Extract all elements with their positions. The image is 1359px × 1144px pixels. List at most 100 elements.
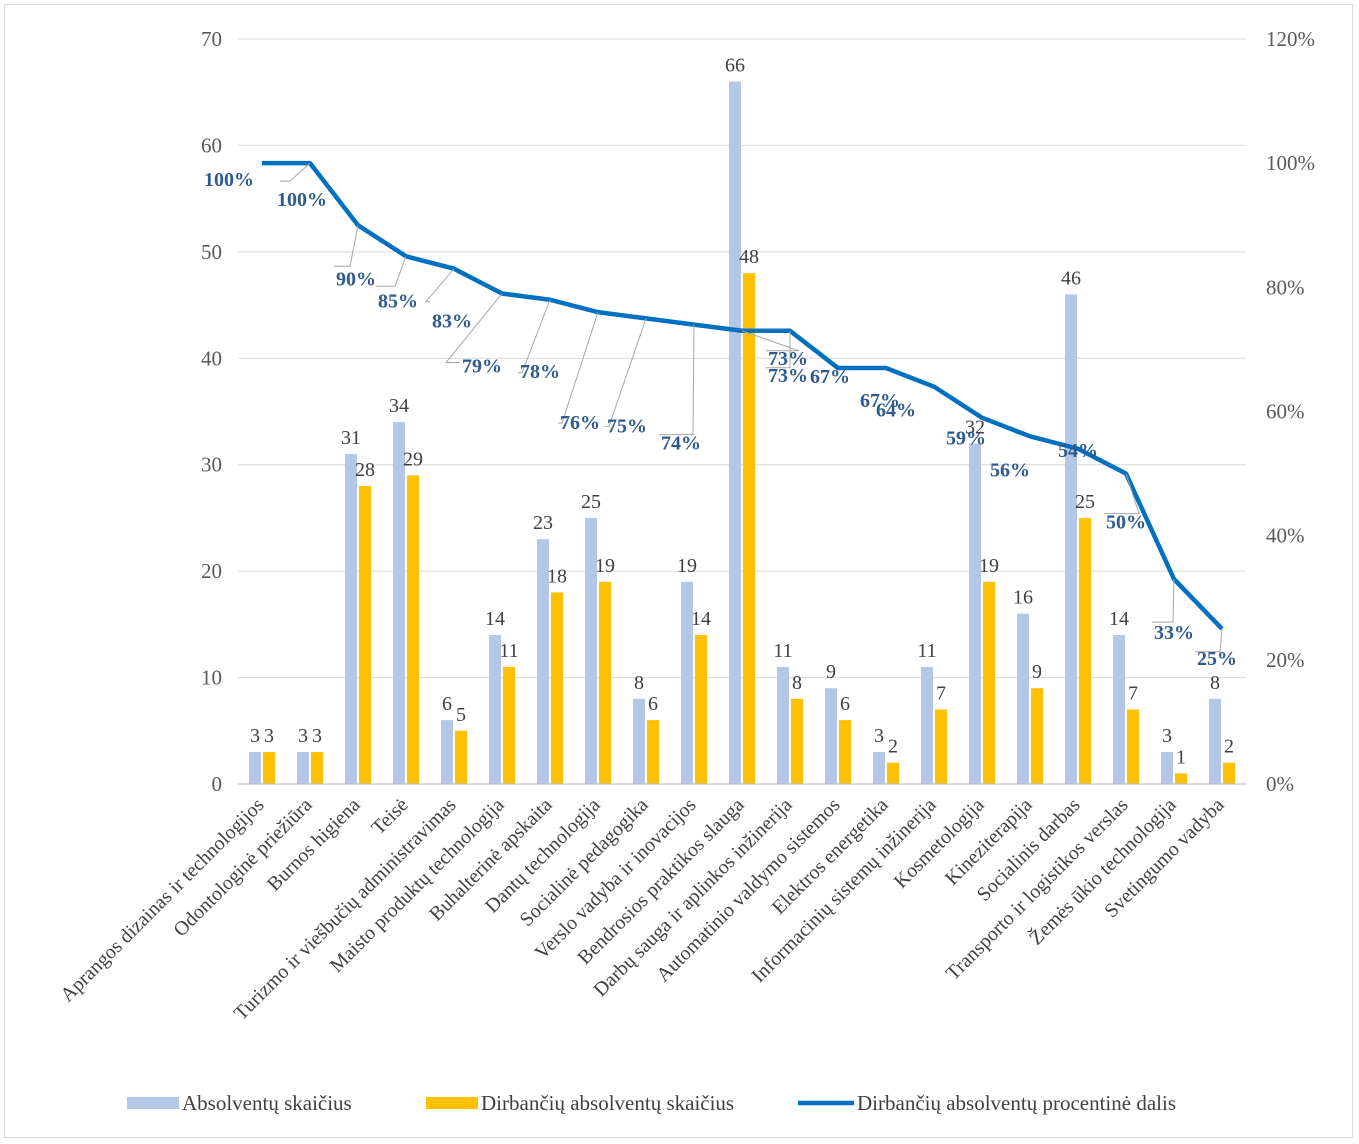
percent-label: 67% bbox=[860, 390, 900, 412]
bar-absolventu bbox=[633, 698, 645, 784]
bar-absolventu bbox=[1209, 698, 1221, 784]
bar-absolventu-label: 14 bbox=[1109, 608, 1129, 630]
bar-dirbanciu bbox=[1175, 773, 1187, 784]
bar-absolventu-label: 16 bbox=[1013, 587, 1033, 609]
bar-absolventu bbox=[345, 454, 357, 784]
percent-label: 25% bbox=[1197, 648, 1237, 670]
y-left-tick-label: 20 bbox=[201, 559, 222, 583]
bar-absolventu bbox=[921, 666, 933, 784]
bar-absolventu-label: 8 bbox=[1210, 672, 1220, 694]
bar-absolventu-label: 23 bbox=[533, 512, 553, 534]
percent-leader-line bbox=[424, 268, 455, 303]
percent-leader-line bbox=[766, 330, 791, 369]
percent-label: 75% bbox=[607, 415, 647, 437]
bar-dirbanciu-label: 9 bbox=[1032, 661, 1042, 683]
bar-absolventu-label: 34 bbox=[389, 395, 409, 417]
bar-absolventu-label: 25 bbox=[581, 491, 601, 513]
legend-label: Absolventų skaičius bbox=[182, 1091, 352, 1115]
bar-absolventu bbox=[537, 539, 549, 784]
bar-dirbanciu bbox=[455, 730, 467, 784]
y-left-tick-label: 50 bbox=[201, 240, 222, 264]
bar-dirbanciu bbox=[983, 581, 995, 784]
percent-label: 79% bbox=[462, 356, 502, 378]
bar-dirbanciu bbox=[935, 709, 947, 784]
bar-dirbanciu bbox=[647, 720, 659, 784]
bar-absolventu-label: 11 bbox=[773, 640, 792, 662]
bar-absolventu-label: 31 bbox=[341, 427, 361, 449]
percent-label: 90% bbox=[336, 268, 376, 290]
bar-absolventu bbox=[729, 81, 741, 785]
bar-dirbanciu bbox=[887, 762, 899, 784]
bar-absolventu-label: 3 bbox=[298, 725, 308, 747]
bar-dirbanciu-label: 29 bbox=[403, 448, 423, 470]
percent-label: 33% bbox=[1154, 622, 1194, 644]
x-category-label: Aprangos dizainas ir technologijos bbox=[56, 794, 268, 1006]
bar-dirbanciu bbox=[1127, 709, 1139, 784]
percent-label: 100% bbox=[277, 189, 327, 211]
percent-leader-line bbox=[518, 299, 551, 374]
bar-dirbanciu-label: 19 bbox=[979, 555, 999, 577]
percent-leader-line bbox=[741, 330, 800, 352]
bar-absolventu-label: 3 bbox=[874, 725, 884, 747]
percent-label: 74% bbox=[661, 433, 701, 455]
bar-absolventu bbox=[393, 422, 405, 784]
percent-leader-line bbox=[1195, 628, 1223, 653]
legend-label: Dirbančių absolventų skaičius bbox=[481, 1091, 734, 1115]
bar-dirbanciu bbox=[263, 752, 275, 784]
percent-label: 67% bbox=[810, 366, 850, 388]
percent-label: 76% bbox=[560, 412, 600, 434]
bar-dirbanciu bbox=[839, 720, 851, 784]
legend-label: Dirbančių absolventų procentinė dalis bbox=[857, 1091, 1176, 1115]
y-left-tick-label: 70 bbox=[201, 27, 222, 51]
percent-leader-line bbox=[659, 324, 695, 436]
legend-swatch bbox=[127, 1097, 179, 1109]
bar-absolventu bbox=[249, 752, 261, 784]
bar-dirbanciu-label: 14 bbox=[691, 608, 711, 630]
y-right-tick-label: 60% bbox=[1266, 400, 1305, 424]
bar-dirbanciu-label: 6 bbox=[648, 693, 658, 715]
bar-absolventu-label: 8 bbox=[634, 672, 644, 694]
y-left-tick-label: 60 bbox=[201, 133, 222, 157]
y-right-tick-label: 100% bbox=[1266, 151, 1315, 175]
bar-absolventu bbox=[969, 443, 981, 784]
bar-dirbanciu-label: 8 bbox=[792, 672, 802, 694]
bar-dirbanciu-label: 18 bbox=[547, 565, 567, 587]
bar-dirbanciu-label: 3 bbox=[312, 725, 322, 747]
y-right-tick-label: 120% bbox=[1266, 27, 1315, 51]
bar-dirbanciu bbox=[791, 698, 803, 784]
bar-dirbanciu-label: 5 bbox=[456, 704, 466, 726]
bar-absolventu-label: 66 bbox=[725, 55, 745, 77]
bar-dirbanciu-label: 2 bbox=[888, 736, 898, 758]
bar-absolventu bbox=[1017, 613, 1029, 784]
percent-label: 78% bbox=[520, 361, 560, 383]
y-right-tick-label: 0% bbox=[1266, 772, 1294, 796]
bar-dirbanciu bbox=[743, 273, 755, 784]
bar-dirbanciu bbox=[695, 635, 707, 784]
percent-leader-line bbox=[334, 225, 359, 267]
bar-dirbanciu-label: 3 bbox=[264, 725, 274, 747]
y-left-tick-label: 0 bbox=[212, 772, 223, 796]
percent-label: 59% bbox=[946, 428, 986, 450]
percent-label: 50% bbox=[1106, 512, 1146, 534]
bar-absolventu bbox=[777, 666, 789, 784]
bar-dirbanciu-label: 6 bbox=[840, 693, 850, 715]
bar-dirbanciu bbox=[599, 581, 611, 784]
bar-absolventu-label: 46 bbox=[1061, 267, 1081, 289]
bar-absolventu bbox=[585, 517, 597, 784]
percent-leader-line bbox=[280, 162, 311, 182]
y-left-tick-label: 30 bbox=[201, 453, 222, 477]
percent-leader-line bbox=[444, 293, 503, 364]
combo-chart: 0 10 20 30 40 50 60 70 0% 20% 40% 60% 80% 100% 120% Apr… bbox=[56, 27, 1315, 1115]
y-left-tick-label: 40 bbox=[201, 346, 222, 370]
bar-dirbanciu bbox=[503, 666, 515, 784]
bar-absolventu bbox=[1065, 294, 1077, 784]
bar-dirbanciu-label: 19 bbox=[595, 555, 615, 577]
percent-leader-line bbox=[376, 256, 407, 287]
bars bbox=[249, 81, 1235, 785]
bar-dirbanciu-label: 2 bbox=[1224, 736, 1234, 758]
bar-absolventu bbox=[681, 581, 693, 784]
bar-absolventu bbox=[1161, 752, 1173, 784]
percent-leader-line bbox=[1152, 579, 1175, 623]
legend: Absolventų skaičius Dirbančių absolventų … bbox=[127, 1091, 1176, 1115]
